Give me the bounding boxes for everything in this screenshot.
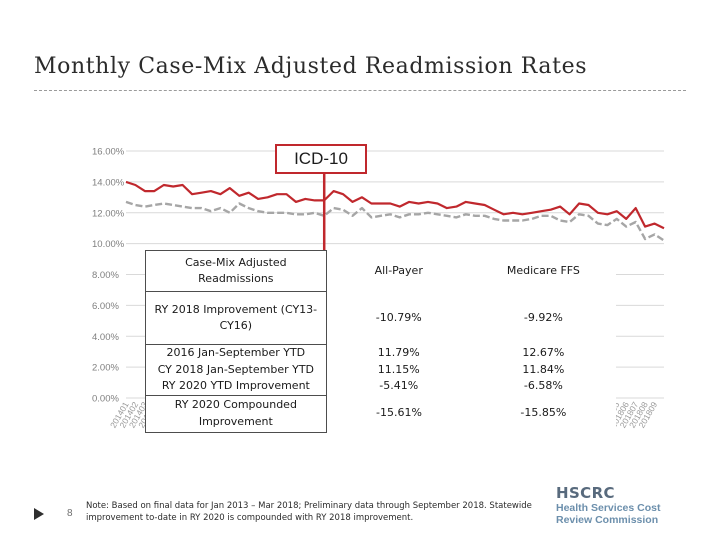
header-label: Case-Mix Adjusted Readmissions (145, 250, 327, 292)
y-tick-label: 10.00% (92, 239, 125, 250)
y-tick-label: 8.00% (92, 270, 119, 281)
bullet-arrow-icon (34, 508, 44, 520)
y-tick-label: 0.00% (92, 394, 119, 405)
label-ry2020-ytd: RY 2020 YTD Improvement (161, 379, 310, 392)
table-row: 2016 Jan-September YTD CY 2018 Jan-Septe… (145, 344, 616, 396)
logo-subtitle-2: Review Commission (556, 514, 659, 526)
y-tick-label: 14.00% (92, 177, 125, 188)
value-2018-medicare: 11.84% (522, 362, 565, 376)
y-tick-label: 2.00% (92, 363, 119, 374)
col-header-medicare: Medicare FFS (506, 263, 580, 277)
footnote: Note: Based on final data for Jan 2013 –… (86, 501, 532, 523)
value-ytd-allpayer: 11.79% 11.15% -5.41% (326, 345, 471, 396)
summary-table: Case-Mix Adjusted Readmissions All-Payer… (145, 250, 616, 433)
value-ry2020-medicare: -6.58% (523, 379, 563, 392)
value-ry2018-medicare: -9.92% (523, 310, 563, 324)
hscrc-logo: HSCRC Health Services Cost Review Commis… (556, 484, 674, 526)
title-divider (34, 90, 686, 91)
y-tick-label: 4.00% (92, 332, 119, 343)
value-compounded-allpayer: -15.61% (376, 406, 422, 420)
page-title: Monthly Case-Mix Adjusted Readmission Ra… (34, 54, 588, 79)
series-lines (125, 180, 665, 242)
value-2018-allpayer: 11.15% (377, 362, 420, 376)
row-label-compounded: RY 2020 Compounded Improvement (145, 394, 327, 433)
row-label-ry2018: RY 2018 Improvement (CY13-CY16) (145, 291, 327, 345)
value-2016-medicare: 12.67% (522, 346, 565, 359)
value-ry2018-allpayer: -10.79% (375, 310, 422, 324)
logo-wordmark: HSCRC (556, 484, 615, 502)
value-2016-allpayer: 11.79% (377, 346, 420, 359)
y-tick-label: 16.00% (92, 147, 125, 158)
page-number: 8 (67, 508, 73, 519)
value-ytd-medicare: 12.67% 11.84% -6.58% (471, 345, 615, 396)
col-header-allpayer: All-Payer (374, 263, 423, 277)
table-row: Case-Mix Adjusted Readmissions All-Payer… (145, 250, 616, 292)
icd10-callout: ICD-10 (275, 144, 367, 174)
table-row: RY 2018 Improvement (CY13-CY16) -10.79% … (145, 291, 616, 345)
y-axis-ticks: 0.00% 2.00% 4.00% 6.00% 8.00% 10.00% 12.00% 14.… (92, 147, 125, 405)
row-label-ytd: 2016 Jan-September YTD CY 2018 Jan-Septe… (145, 344, 327, 396)
value-ry2020-allpayer: -5.41% (379, 379, 419, 392)
series-line-medicare-ffs (125, 180, 665, 230)
logo-subtitle-1: Health Services Cost (556, 502, 661, 514)
y-tick-label: 6.00% (92, 301, 119, 312)
value-compounded-medicare: -15.85% (520, 406, 567, 420)
label-2016-ytd: 2016 Jan-September YTD (166, 346, 306, 359)
y-tick-label: 12.00% (92, 208, 125, 219)
series-line-all-payer (125, 200, 665, 242)
table-row: RY 2020 Compounded Improvement -15.61% -… (145, 394, 616, 433)
label-cy2018-ytd: CY 2018 Jan-September YTD (157, 362, 315, 376)
